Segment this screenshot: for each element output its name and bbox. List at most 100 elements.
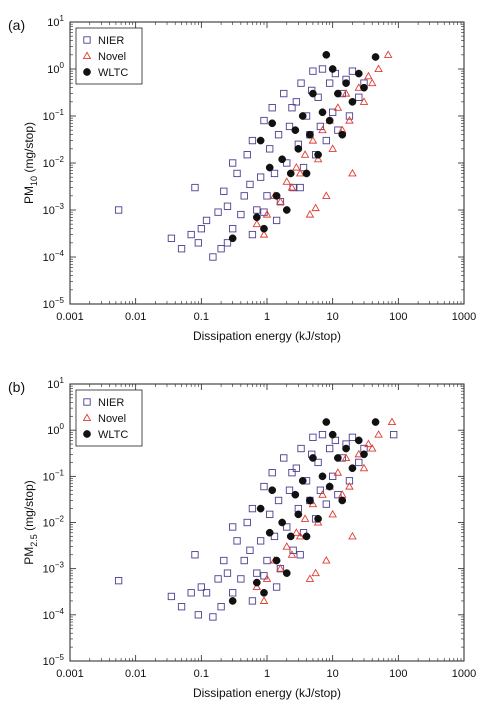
- data-point: [334, 126, 342, 134]
- data-point: [268, 469, 276, 477]
- data-point: [272, 216, 281, 225]
- data-point: [371, 418, 380, 426]
- data-point: [306, 496, 314, 505]
- data-point: [177, 603, 186, 611]
- data-point: [295, 531, 305, 540]
- data-point: [214, 208, 222, 216]
- data-point: [297, 444, 305, 453]
- data-point: [325, 116, 334, 125]
- data-point: [263, 556, 271, 565]
- data-point: [322, 500, 330, 508]
- x-tick-label: 100: [389, 311, 407, 323]
- data-point: [291, 126, 300, 134]
- data-point: [256, 504, 265, 513]
- data-point: [285, 122, 294, 131]
- data-point: [233, 537, 241, 545]
- data-point: [311, 568, 320, 577]
- data-point: [280, 89, 288, 98]
- data-point: [209, 613, 217, 621]
- data-point: [326, 444, 334, 453]
- data-point: [260, 116, 268, 125]
- data-point: [270, 532, 279, 541]
- data-point: [246, 180, 254, 189]
- data-point: [256, 537, 265, 545]
- data-point: [328, 430, 337, 439]
- data-point: [282, 542, 292, 550]
- x-tick-label: 0.001: [56, 311, 84, 323]
- data-point: [276, 197, 285, 205]
- data-point: [322, 191, 331, 199]
- data-point: [283, 523, 291, 531]
- data-point: [278, 155, 286, 164]
- data-point: [229, 523, 237, 531]
- data-point: [292, 163, 301, 171]
- data-point: [318, 472, 327, 481]
- data-point: [288, 469, 296, 477]
- data-point: [253, 569, 261, 577]
- data-point: [114, 206, 123, 214]
- data-point: [233, 169, 241, 178]
- data-point: [220, 556, 228, 565]
- x-tick-label: 0.01: [125, 668, 146, 680]
- data-point: [246, 546, 254, 554]
- data-point: [228, 597, 237, 605]
- data-point: [338, 496, 347, 505]
- data-point: [278, 518, 286, 527]
- data-point: [333, 103, 343, 111]
- data-point: [252, 582, 262, 591]
- data-point: [364, 439, 373, 448]
- data-point: [243, 518, 251, 527]
- series-novel: [252, 417, 397, 604]
- data-point: [187, 230, 195, 239]
- data-point: [329, 108, 337, 116]
- data-point: [325, 482, 334, 491]
- data-point: [341, 89, 351, 97]
- data-point: [272, 556, 281, 565]
- data-point: [194, 611, 202, 619]
- data-point: [333, 468, 343, 476]
- data-point: [252, 219, 262, 228]
- data-point: [223, 202, 232, 210]
- y-tick-label: 10−3: [43, 561, 65, 576]
- legend-label-novel: Novel: [98, 51, 126, 63]
- data-point: [248, 230, 257, 239]
- data-point: [270, 169, 279, 178]
- data-point: [265, 163, 274, 172]
- data-point: [282, 177, 292, 185]
- data-point: [308, 136, 318, 144]
- data-point: [338, 130, 347, 139]
- data-point: [294, 510, 303, 519]
- legend-label-novel: Novel: [98, 413, 126, 425]
- data-point: [348, 98, 357, 106]
- data-point: [83, 68, 91, 76]
- data-point: [354, 69, 363, 78]
- x-tick-label: 10: [327, 311, 339, 323]
- data-point: [300, 150, 310, 158]
- data-point: [348, 67, 357, 75]
- data-point: [311, 203, 320, 212]
- data-point: [217, 245, 225, 253]
- data-point: [229, 159, 237, 167]
- y-tick-label: 10−1: [43, 468, 65, 483]
- data-point: [314, 514, 322, 523]
- x-tick-label: 0.01: [125, 311, 146, 323]
- data-point: [83, 398, 91, 406]
- data-point: [387, 417, 397, 426]
- data-point: [294, 145, 303, 153]
- data-point: [318, 125, 327, 134]
- data-point: [248, 597, 257, 605]
- data-point: [82, 413, 92, 422]
- data-point: [341, 453, 351, 461]
- data-point: [260, 482, 268, 491]
- y-axis-title: PM10 (mg/stop): [22, 122, 39, 204]
- data-point: [322, 51, 331, 59]
- y-tick-label: 10−4: [43, 249, 65, 264]
- data-point: [266, 510, 274, 519]
- data-point: [334, 491, 342, 499]
- data-point: [240, 556, 248, 565]
- data-point: [220, 187, 228, 195]
- data-point: [268, 486, 277, 495]
- series-wltc: [228, 418, 380, 605]
- data-point: [268, 104, 276, 112]
